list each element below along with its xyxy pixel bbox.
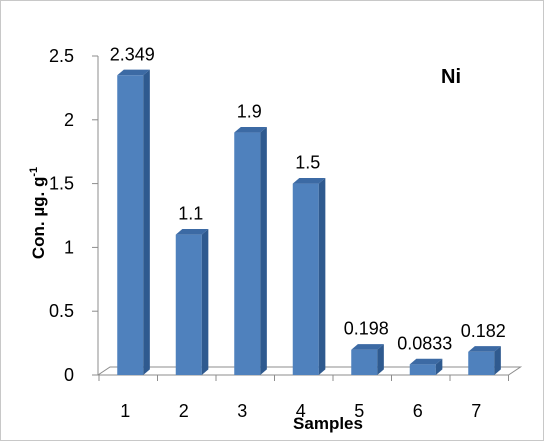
x-tick-label: 7	[471, 401, 481, 421]
x-tick-label: 1	[120, 401, 130, 421]
y-axis-title-superscript: -1	[28, 167, 40, 177]
bar-side	[201, 229, 209, 375]
x-axis-title: Samples	[293, 414, 363, 433]
bar	[175, 229, 209, 375]
data-label: 0.182	[461, 321, 506, 341]
bar-side	[494, 346, 501, 375]
bar-top	[468, 346, 501, 352]
y-axis-title: Con. µg. g-1	[28, 167, 48, 259]
y-tick-label: 0.5	[49, 301, 74, 321]
bar-front	[117, 75, 144, 375]
data-labels: 2.349 1.1 1.9 1.5 0.198 0.0833 0.182	[110, 44, 506, 353]
bar	[292, 178, 326, 375]
bar-top	[234, 126, 267, 133]
bar-front	[351, 349, 378, 375]
y-tick-label: 2.5	[49, 46, 74, 66]
bar-front	[292, 183, 319, 375]
bar-side	[318, 178, 326, 375]
bar-top	[175, 229, 209, 235]
bar-side	[377, 344, 384, 375]
bar	[351, 344, 384, 375]
bar	[117, 69, 150, 375]
x-tick-label: 5	[354, 401, 364, 421]
bar-side	[260, 126, 267, 376]
axis-lines	[92, 55, 509, 381]
data-label: 1.9	[237, 102, 262, 122]
data-label: 0.0833	[397, 333, 452, 353]
y-tick-label: 2	[64, 110, 74, 130]
x-tick-labels: 1 2 3 4 5 6 7	[120, 401, 481, 421]
bar-top	[117, 69, 150, 76]
data-label: 1.1	[178, 204, 203, 224]
data-label: 0.198	[344, 319, 389, 339]
y-tick-label: 1	[64, 237, 74, 257]
bar-top	[351, 344, 384, 350]
bar-front	[175, 234, 202, 375]
y-axis-title-main: Con. µg. g	[29, 177, 48, 260]
data-label: 1.5	[295, 153, 320, 173]
bar-front	[468, 351, 495, 375]
bar	[409, 358, 443, 375]
data-label: 2.349	[110, 44, 155, 64]
y-tick-labels: 0 0.5 1 1.5 2 2.5	[49, 46, 74, 385]
x-tick-label: 3	[237, 401, 247, 421]
bars	[117, 69, 501, 376]
bar	[468, 346, 501, 375]
bar-side	[143, 69, 150, 375]
y-tick-label: 1.5	[49, 174, 74, 194]
bar-front	[409, 364, 436, 375]
bar-front	[234, 132, 261, 375]
x-tick-label: 4	[296, 401, 306, 421]
chart-title: Ni	[441, 66, 461, 88]
y-tick-label: 0	[64, 365, 74, 385]
bar-side	[435, 358, 443, 375]
x-tick-label: 6	[413, 401, 423, 421]
x-tick-label: 2	[179, 401, 189, 421]
bar-top	[292, 178, 326, 184]
bar-top	[409, 358, 443, 365]
bar	[234, 126, 267, 376]
